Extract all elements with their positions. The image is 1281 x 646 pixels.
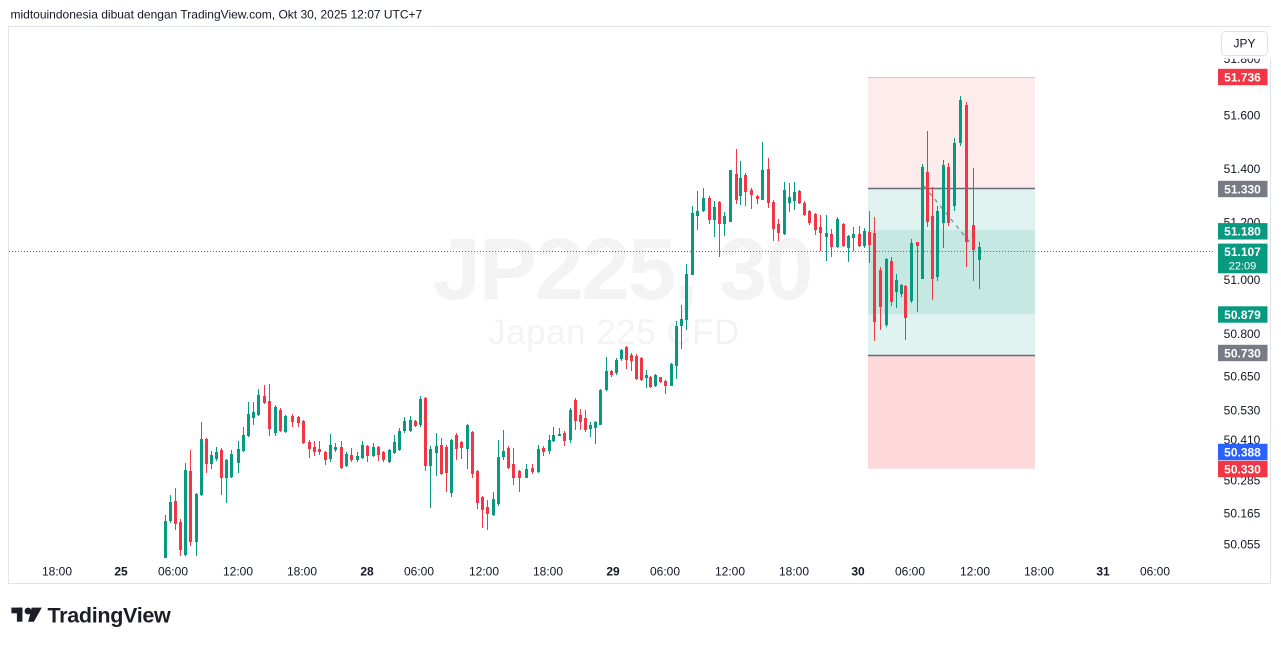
svg-text:06:00: 06:00 <box>895 565 925 579</box>
svg-text:midtouindonesia dibuat dengan: midtouindonesia dibuat dengan TradingVie… <box>11 8 423 22</box>
svg-text:50.730: 50.730 <box>1224 346 1261 360</box>
svg-text:29: 29 <box>606 565 620 579</box>
svg-text:12:00: 12:00 <box>223 565 253 579</box>
svg-text:50.055: 50.055 <box>1224 538 1261 552</box>
svg-text:12:00: 12:00 <box>469 565 499 579</box>
svg-text:TradingView: TradingView <box>48 603 172 627</box>
svg-text:50.800: 50.800 <box>1224 327 1261 341</box>
svg-text:51.330: 51.330 <box>1224 182 1261 196</box>
svg-text:50.330: 50.330 <box>1224 462 1261 476</box>
svg-text:JPY: JPY <box>1233 37 1255 51</box>
svg-text:50.410: 50.410 <box>1224 433 1261 447</box>
svg-text:51.000: 51.000 <box>1224 273 1261 287</box>
svg-text:50.165: 50.165 <box>1224 507 1261 521</box>
svg-text:18:00: 18:00 <box>42 565 72 579</box>
svg-text:06:00: 06:00 <box>650 565 680 579</box>
svg-text:06:00: 06:00 <box>404 565 434 579</box>
svg-text:Japan 225 CFD: Japan 225 CFD <box>488 313 740 352</box>
svg-text:50.530: 50.530 <box>1224 404 1261 418</box>
svg-text:12:00: 12:00 <box>715 565 745 579</box>
svg-text:51.180: 51.180 <box>1224 225 1261 239</box>
svg-text:51.600: 51.600 <box>1224 109 1261 123</box>
svg-text:50.650: 50.650 <box>1224 370 1261 384</box>
svg-text:18:00: 18:00 <box>1024 565 1054 579</box>
svg-text:30: 30 <box>851 565 865 579</box>
svg-text:28: 28 <box>360 565 374 579</box>
svg-text:JP225, 30: JP225, 30 <box>433 221 812 318</box>
svg-text:51.107: 51.107 <box>1224 245 1261 259</box>
svg-text:31: 31 <box>1096 565 1110 579</box>
svg-text:18:00: 18:00 <box>533 565 563 579</box>
svg-text:18:00: 18:00 <box>287 565 317 579</box>
svg-text:50.879: 50.879 <box>1224 308 1261 322</box>
svg-text:06:00: 06:00 <box>1140 565 1170 579</box>
svg-text:51.736: 51.736 <box>1224 70 1261 84</box>
svg-text:12:00: 12:00 <box>960 565 990 579</box>
svg-text:25: 25 <box>114 565 128 579</box>
svg-text:06:00: 06:00 <box>158 565 188 579</box>
svg-text:22:09: 22:09 <box>1229 260 1257 272</box>
svg-text:50.388: 50.388 <box>1224 445 1261 459</box>
svg-text:18:00: 18:00 <box>779 565 809 579</box>
svg-text:51.400: 51.400 <box>1224 162 1261 176</box>
